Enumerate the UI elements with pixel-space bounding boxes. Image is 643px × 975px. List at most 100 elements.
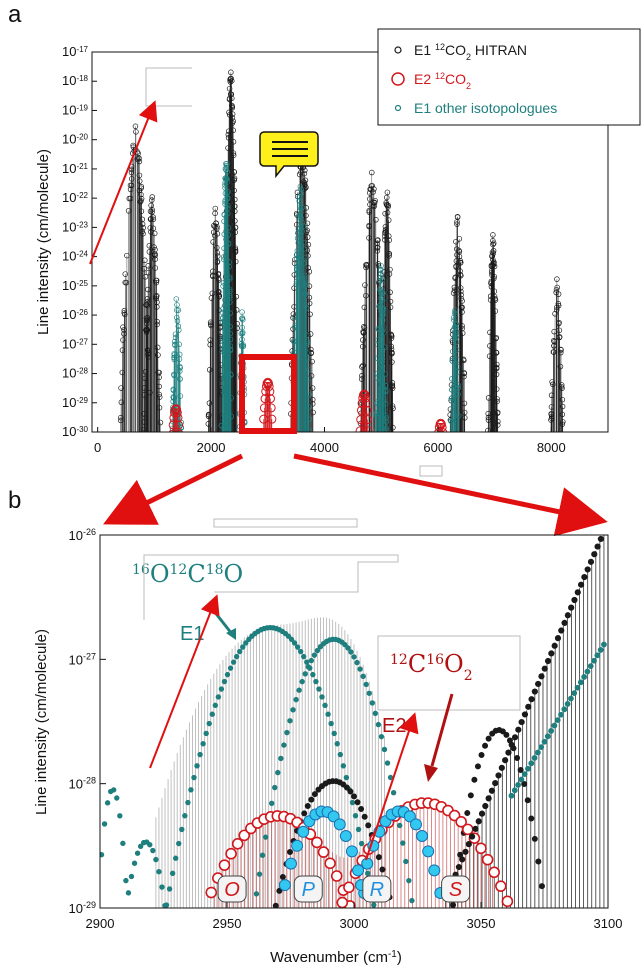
iso-point [200, 741, 206, 747]
iso-point [306, 391, 312, 398]
iso-point [380, 306, 387, 313]
iso-point [521, 771, 528, 778]
e1-point [149, 197, 155, 203]
e1-point [485, 417, 492, 423]
iso-point [226, 276, 233, 282]
e1-point [485, 735, 492, 742]
iso-point [197, 751, 203, 758]
e1-point [149, 206, 155, 213]
e1-point [555, 320, 562, 327]
iso-point [349, 799, 356, 806]
e1-point [455, 863, 463, 871]
e1-point [559, 421, 566, 427]
e1-point [213, 220, 219, 226]
e1-point [502, 757, 509, 764]
iso-point [191, 774, 197, 781]
e2-point [336, 896, 349, 908]
e1-point [550, 381, 556, 388]
e1-point [154, 318, 160, 325]
y-tick-label: 10-21 [62, 161, 89, 176]
iso-point [172, 855, 179, 861]
e2-point [176, 441, 184, 449]
e1-point [144, 317, 151, 324]
e1-point [388, 346, 395, 352]
e1-point [485, 395, 492, 401]
iso-point [177, 365, 183, 371]
iso-point [301, 653, 307, 660]
iso-point [182, 813, 188, 819]
panel-a-marks [118, 69, 566, 449]
e1-point [554, 284, 560, 291]
panel-b-y-ticks: 10-29 10-28 10-27 10-26 [69, 527, 106, 916]
e2-point [330, 870, 343, 882]
iso-point [337, 751, 343, 758]
y-tick-label: 10-26 [69, 527, 96, 543]
iso-point [301, 246, 307, 252]
branch-label-s: S [449, 879, 463, 901]
e1-point [276, 887, 283, 894]
y-tick-label: 10-30 [62, 424, 89, 439]
e1-point [462, 415, 468, 421]
e1-point [461, 370, 467, 377]
iso-point [156, 869, 162, 875]
e1-point [491, 273, 497, 280]
e1-point [561, 619, 568, 626]
e1-point [121, 331, 127, 337]
e1-point [141, 411, 147, 417]
e1-point [559, 385, 565, 391]
e2-point [266, 403, 276, 413]
y-tick-label: 10-26 [62, 307, 89, 322]
e1-point [464, 810, 471, 817]
e1-point [362, 282, 368, 288]
e1-point [232, 258, 239, 265]
y-tick-label: 10-29 [69, 900, 96, 916]
e1-point [315, 786, 322, 793]
iso-point [577, 679, 584, 686]
e1-point [531, 688, 538, 695]
e2-point [495, 880, 507, 892]
x-tick-label: 2950 [213, 916, 242, 931]
iso-point [150, 847, 156, 854]
iso-point [175, 307, 182, 313]
y-tick-label: 10-22 [62, 190, 89, 205]
iso-point [314, 647, 321, 654]
e1-point [133, 129, 139, 135]
e1-point [129, 182, 135, 189]
iso-point [225, 225, 232, 231]
e1-point [232, 229, 238, 236]
e1-point [232, 208, 238, 215]
e1-point [549, 379, 555, 385]
panel-a-y-ticks: 10-30 10-29 10-28 10-27 10-26 10-25 10-24 10-23… [62, 44, 97, 439]
zoom-arrow-left [103, 453, 244, 525]
iso-point [308, 657, 315, 664]
iso-point [310, 671, 316, 678]
panel-a-y-axis-label: Line intensity (cm/molecule) [35, 149, 52, 335]
e1-point [475, 818, 482, 825]
y-tick-label: 10-25 [62, 278, 89, 293]
e1-point [544, 657, 552, 665]
e1-point [230, 118, 236, 124]
e1-point [574, 589, 581, 596]
e1-point [571, 596, 578, 604]
iso-point [223, 164, 230, 171]
iso-point [194, 763, 200, 769]
iso-point [373, 427, 379, 432]
e1-point [453, 263, 459, 269]
e2-point [218, 859, 231, 871]
branch_p_r-point [428, 864, 441, 877]
iso-point [301, 260, 307, 267]
iso-point [584, 668, 591, 675]
e1-point [138, 208, 145, 214]
branch_p_r-point [361, 857, 374, 870]
panel-b-x-axis-label: Wavenumber (cm-1) [270, 949, 402, 967]
e1-point [487, 343, 493, 349]
e1-point [495, 772, 502, 779]
iso-point [581, 674, 588, 680]
iso-point [452, 324, 459, 331]
iso-point [228, 413, 235, 420]
panel-label-b: b [8, 487, 21, 514]
e2-pointer-head [424, 764, 438, 782]
iso-point [287, 718, 293, 724]
y-tick-label: 10-29 [62, 395, 89, 410]
